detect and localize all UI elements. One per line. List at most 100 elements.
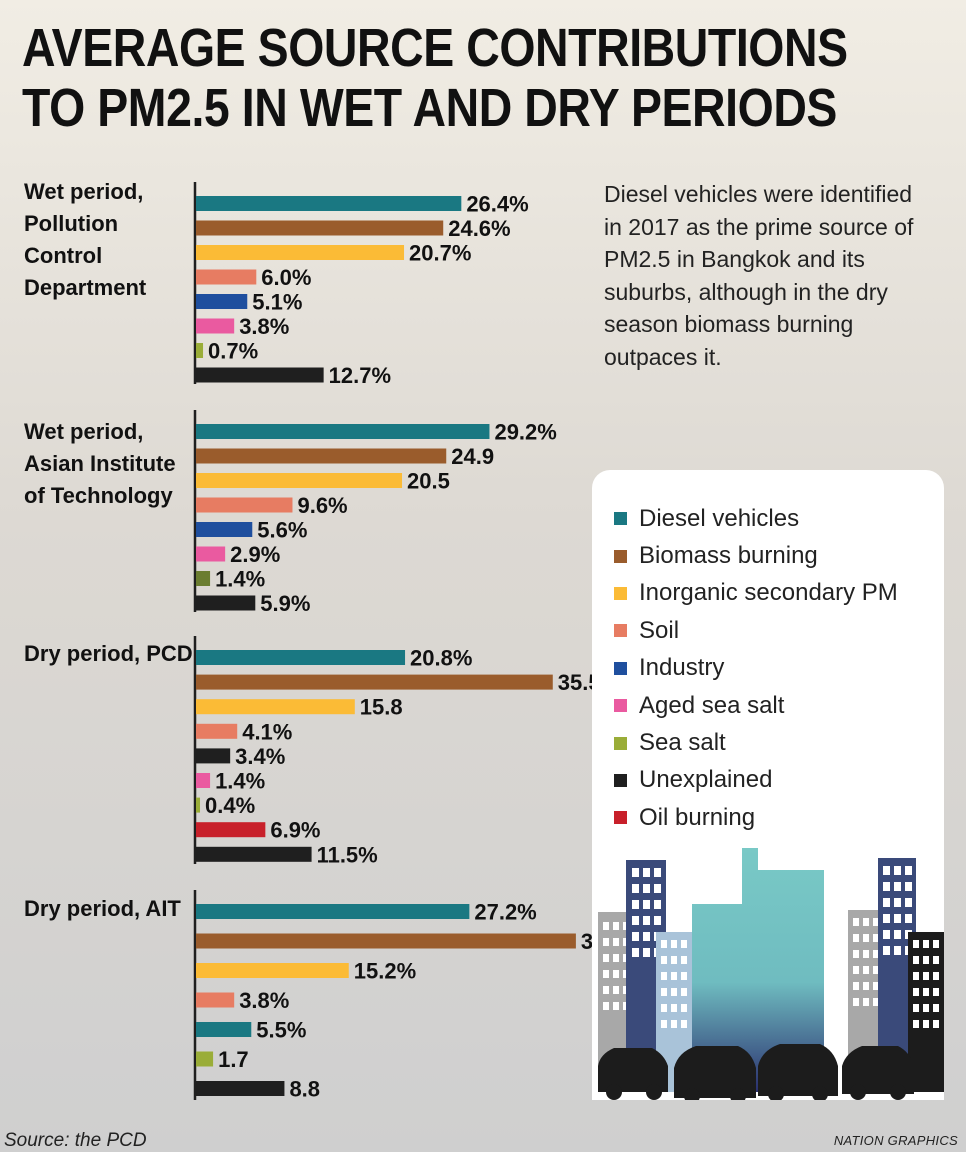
legend-label: Diesel vehicles	[639, 504, 800, 532]
bar	[196, 571, 211, 586]
bar-value-label: 20.8%	[410, 646, 472, 671]
legend-label: Unexplained	[639, 766, 773, 794]
bar	[196, 220, 444, 236]
bar-value-label: 20.5	[407, 469, 450, 494]
legend-label: Oil burning	[639, 803, 756, 831]
group-label-dry-pcd: Dry period, PCD	[24, 641, 193, 666]
bar	[196, 822, 266, 838]
bar-value-label: 1.7	[218, 1047, 249, 1072]
bar	[196, 773, 211, 788]
legend-item: Soil	[614, 612, 944, 649]
bar-value-label: 24.6%	[448, 216, 510, 241]
bar-value-label: 27.2%	[474, 900, 536, 925]
legend-label: Sea salt	[639, 729, 726, 757]
legend-label: Inorganic secondary PM	[639, 579, 898, 607]
chart-title: AVERAGE SOURCE CONTRIBUTIONS TO PM2.5 IN…	[22, 18, 848, 138]
legend-swatch	[614, 549, 627, 563]
group-label-wet-ait: Wet period, Asian Institute of Technolog…	[24, 419, 176, 508]
city-skyline-illustration	[598, 848, 944, 1100]
bar-value-label: 5.6%	[257, 518, 307, 543]
bar-value-label: 20.7%	[409, 241, 471, 266]
legend-label: Aged sea salt	[639, 691, 785, 719]
bar	[196, 448, 447, 464]
legend-label: Soil	[639, 616, 680, 644]
bar	[196, 595, 256, 611]
legend-swatch	[614, 736, 627, 750]
bar	[196, 992, 235, 1008]
bar-value-label: 3.4%	[235, 744, 285, 769]
group-label-dry-ait: Dry period, AIT	[24, 896, 181, 921]
bar-value-label: 3.8%	[239, 314, 289, 339]
bar-value-label: 0.7%	[208, 339, 258, 364]
bar	[196, 723, 238, 739]
bar-value-label: 2.9%	[230, 542, 280, 567]
bar-value-label: 1.4%	[215, 769, 265, 794]
annotation-note: Diesel vehicles were identified in 2017 …	[604, 181, 914, 370]
bar-value-label: 8.8	[289, 1077, 320, 1102]
legend-list: Diesel vehicles Biomass burning Inorganic …	[592, 470, 944, 837]
legend-item: Unexplained	[614, 762, 944, 799]
bar	[196, 473, 403, 488]
bar	[196, 245, 405, 260]
bar-value-label: 0.4%	[205, 793, 255, 818]
bar	[196, 367, 324, 383]
bar-value-label: 4.1%	[242, 719, 292, 744]
legend-swatch	[614, 811, 627, 825]
bar-value-label: 5.1%	[252, 290, 302, 315]
bar	[196, 294, 248, 309]
bar	[196, 1081, 285, 1096]
source-note: Source: the PCD	[4, 1130, 147, 1151]
bar-value-label: 3.8%	[239, 988, 289, 1013]
bar-value-label: 5.5%	[256, 1018, 306, 1043]
group-label-wet-pcd: Wet period, Pollution Control Department	[24, 179, 147, 300]
bar-value-label: 29.2%	[494, 420, 556, 445]
bar	[196, 196, 462, 211]
bar	[196, 797, 201, 813]
bar-value-label: 26.4%	[466, 192, 528, 217]
bar	[196, 846, 312, 862]
bar	[196, 1051, 214, 1067]
legend-swatch	[614, 773, 627, 787]
legend-label: Biomass burning	[639, 542, 818, 570]
bar	[196, 424, 490, 439]
bar-value-label: 9.6%	[297, 493, 347, 518]
legend-item: Oil burning	[614, 799, 944, 836]
legend-item: Industry	[614, 650, 944, 687]
chart-title-line-1: AVERAGE SOURCE CONTRIBUTIONS	[22, 18, 848, 78]
bar-value-label: 6.9%	[270, 818, 320, 843]
bar	[196, 522, 253, 537]
bar	[196, 933, 576, 949]
bar-value-label: 12.7%	[329, 363, 391, 388]
legend-swatch	[614, 699, 627, 713]
legend-item: Sea salt	[614, 724, 944, 761]
legend-item: Biomass burning	[614, 537, 944, 574]
bar	[196, 699, 355, 715]
bar-value-label: 6.0%	[261, 265, 311, 290]
legend-item: Diesel vehicles	[614, 500, 944, 537]
bar-value-label: 24.9	[451, 444, 494, 469]
bar	[196, 748, 231, 764]
bar-value-label: 11.5%	[317, 842, 378, 867]
legend-label: Industry	[639, 654, 725, 682]
legend-swatch	[614, 624, 627, 638]
bar	[196, 546, 226, 562]
bar	[196, 497, 293, 513]
bar-value-label: 5.9%	[260, 591, 310, 616]
bar-value-label: 1.4%	[215, 567, 265, 592]
bar-value-label: 15.2%	[354, 959, 416, 984]
legend-swatch	[614, 512, 627, 526]
bar	[196, 904, 470, 919]
chart-title-line-2: TO PM2.5 IN WET AND DRY PERIODS	[22, 78, 837, 138]
bar-chart: 26.4%24.6%20.7%6.0%5.1%3.8%0.7%12.7%29.2…	[193, 182, 600, 1102]
legend-item: Aged sea salt	[614, 687, 944, 724]
legend-item: Inorganic secondary PM	[614, 575, 944, 612]
bar	[196, 1022, 252, 1037]
legend-swatch	[614, 586, 627, 600]
bar	[196, 269, 257, 285]
bar	[196, 674, 553, 690]
bar	[196, 318, 235, 334]
bar	[196, 343, 204, 358]
bar	[196, 963, 349, 978]
legend-swatch	[614, 661, 627, 675]
bar	[196, 650, 406, 665]
